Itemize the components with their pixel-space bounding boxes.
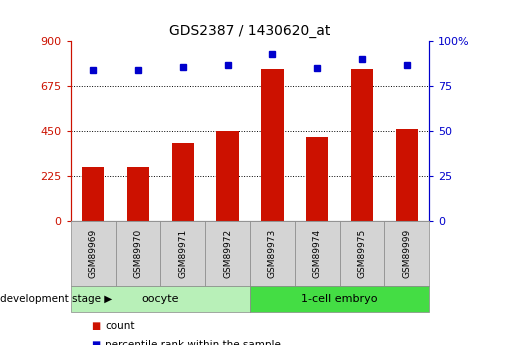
Bar — [216, 131, 239, 221]
Text: count: count — [105, 321, 134, 331]
Text: GSM89970: GSM89970 — [133, 229, 142, 278]
Text: GSM89972: GSM89972 — [223, 229, 232, 278]
Text: ■: ■ — [91, 340, 100, 345]
Text: GSM89999: GSM89999 — [402, 229, 412, 278]
Bar — [127, 167, 149, 221]
Title: GDS2387 / 1430620_at: GDS2387 / 1430620_at — [169, 23, 331, 38]
Bar — [306, 137, 328, 221]
Text: development stage ▶: development stage ▶ — [0, 294, 112, 304]
Text: GSM89973: GSM89973 — [268, 229, 277, 278]
Text: GSM89974: GSM89974 — [313, 229, 322, 278]
Bar — [261, 69, 284, 221]
Text: GSM89969: GSM89969 — [88, 229, 97, 278]
Text: oocyte: oocyte — [141, 294, 179, 304]
Bar — [395, 129, 418, 221]
Text: ■: ■ — [91, 321, 100, 331]
Bar — [351, 69, 373, 221]
Text: percentile rank within the sample: percentile rank within the sample — [105, 340, 281, 345]
Bar — [172, 143, 194, 221]
Text: GSM89975: GSM89975 — [358, 229, 367, 278]
Text: 1-cell embryo: 1-cell embryo — [301, 294, 378, 304]
Text: GSM89971: GSM89971 — [178, 229, 187, 278]
Bar — [82, 167, 105, 221]
